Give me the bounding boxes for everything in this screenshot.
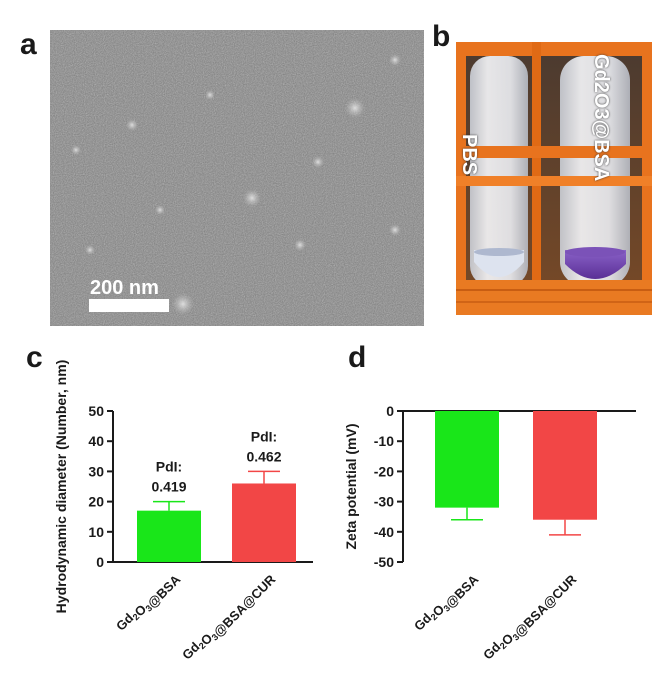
bar bbox=[435, 411, 499, 508]
pdi-value: 0.419 bbox=[151, 479, 186, 495]
y-tick-label: -10 bbox=[374, 433, 394, 449]
y-tick-label: 50 bbox=[88, 403, 104, 419]
y-tick-label: -50 bbox=[374, 554, 394, 570]
y-tick-label: 30 bbox=[88, 463, 104, 479]
y-tick-label: 10 bbox=[88, 524, 104, 540]
y-tick-label: -30 bbox=[374, 494, 394, 510]
bar bbox=[533, 411, 597, 520]
scale-bar-label: 200 nm bbox=[90, 277, 159, 299]
y-tick-label: -40 bbox=[374, 524, 394, 540]
panel-letter-b: b bbox=[432, 20, 451, 53]
bar bbox=[232, 483, 296, 562]
x-category-label: Gd2O3@BSA@CUR bbox=[480, 567, 580, 667]
y-tick-label: 0 bbox=[96, 554, 104, 570]
pdi-value: 0.462 bbox=[246, 448, 281, 464]
panel-letter-d: d bbox=[348, 341, 367, 374]
panel-letter-c: c bbox=[26, 341, 43, 374]
y-tick-label: -20 bbox=[374, 463, 394, 479]
pdi-label: PdI: bbox=[251, 428, 277, 444]
pdi-label: PdI: bbox=[156, 459, 182, 475]
y-axis-label: Hydrodynamic diameter (Number, nm) bbox=[53, 360, 69, 614]
y-tick-label: 40 bbox=[88, 433, 104, 449]
y-axis-label: Zeta potential (mV) bbox=[343, 423, 359, 549]
panel-letter-a: a bbox=[20, 28, 37, 61]
x-category-label: Gd2O3@BSA bbox=[411, 567, 482, 638]
y-tick-label: 0 bbox=[386, 403, 394, 419]
bar bbox=[137, 510, 201, 562]
y-tick-label: 20 bbox=[88, 494, 104, 510]
